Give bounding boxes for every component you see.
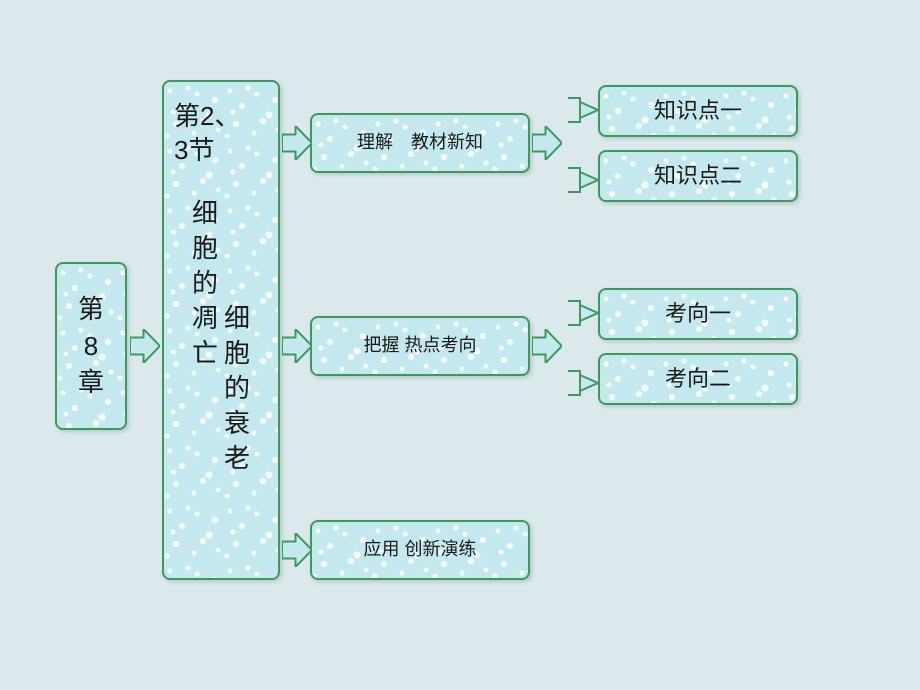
direction-node-1-label: 考向二 (665, 364, 731, 395)
topic-node-0: 理解 教材新知 (310, 113, 530, 173)
arrow-0 (130, 329, 160, 363)
arrow-2 (282, 329, 312, 363)
bracket-0 (568, 88, 598, 202)
topic-node-0-label: 理解 教材新知 (357, 130, 483, 155)
section-subtitle-left: 细 胞 的 凋 亡 (192, 196, 218, 476)
topic-node-2: 应用 创新演练 (310, 520, 530, 580)
section-node: 第2、 3节细 胞 的 凋 亡细 胞 的 衰 老 (162, 80, 280, 580)
root-node-label: 第 8 章 (78, 291, 104, 400)
knowledge-node-1-label: 知识点二 (654, 161, 742, 192)
bracket-1 (568, 291, 598, 405)
knowledge-node-0: 知识点一 (598, 85, 798, 137)
topic-node-1-label: 把握 热点考向 (363, 333, 476, 358)
diagram-canvas: 第 8 章 第2、 3节细 胞 的 凋 亡细 胞 的 衰 老 理解 教材新知把握 热… (0, 0, 920, 690)
arrow-3 (282, 533, 312, 567)
arrow-4 (532, 126, 562, 160)
knowledge-node-1: 知识点二 (598, 150, 798, 202)
section-subtitle-right: 细 胞 的 衰 老 (224, 301, 250, 476)
arrow-5 (532, 329, 562, 363)
section-title: 第2、 3节 (174, 100, 268, 168)
direction-node-0-label: 考向一 (665, 299, 731, 330)
direction-node-1: 考向二 (598, 353, 798, 405)
knowledge-node-0-label: 知识点一 (654, 96, 742, 127)
direction-node-0: 考向一 (598, 288, 798, 340)
arrow-1 (282, 126, 312, 160)
root-node: 第 8 章 (55, 262, 127, 430)
topic-node-1: 把握 热点考向 (310, 316, 530, 376)
topic-node-2-label: 应用 创新演练 (363, 537, 476, 562)
